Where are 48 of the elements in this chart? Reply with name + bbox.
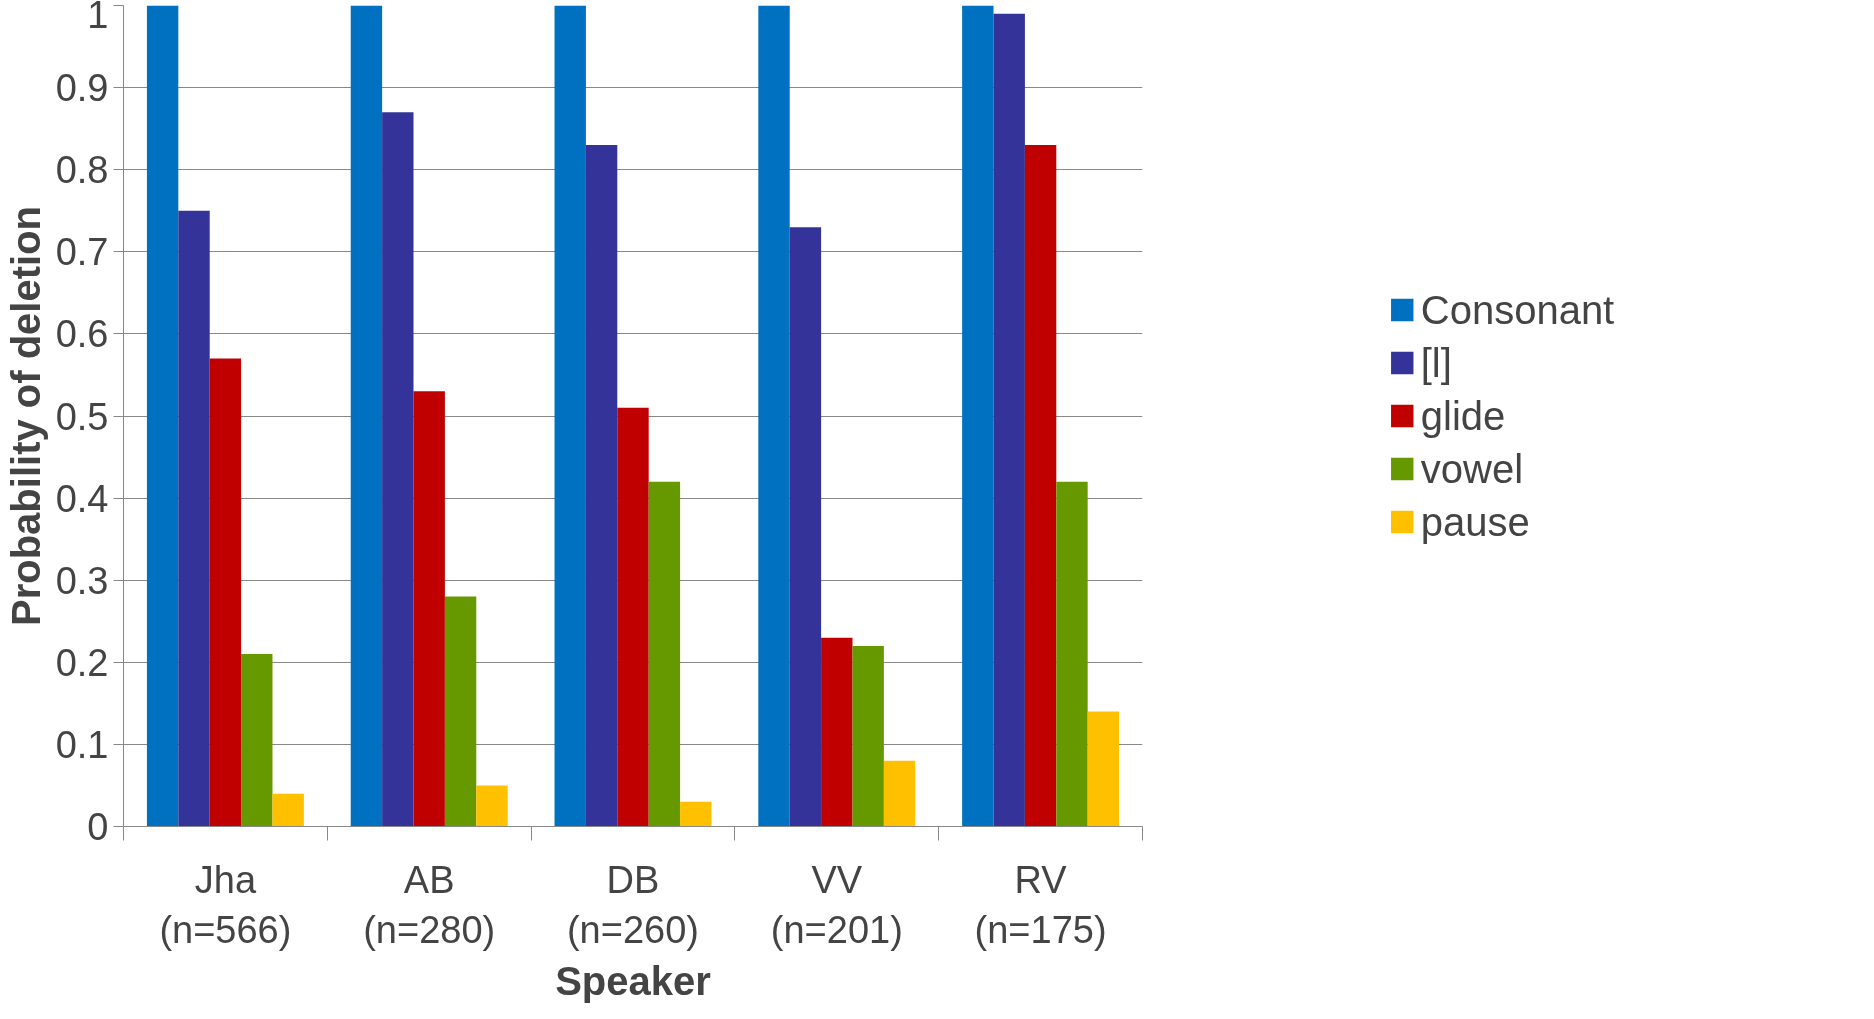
bar [241,654,273,827]
bar [617,407,649,827]
bar [476,785,508,827]
bar [680,801,712,827]
x-axis-title: Speaker [555,958,711,1003]
bar [382,112,414,827]
legend-label: [l] [1420,340,1452,385]
bar [1087,711,1120,827]
bar [554,5,586,827]
x-tick-label: AB (n=280) [363,858,496,951]
bar [993,13,1025,827]
x-tick-label: RV (n=175) [974,858,1107,951]
legend-label: vowel [1420,446,1524,491]
legend-label: glide [1420,393,1506,438]
x-tick-label: VV (n=201) [770,858,903,951]
y-tick-label: 0.7 [55,231,109,274]
y-tick-label: 0.8 [55,149,109,192]
bar [1056,481,1088,827]
y-tick-label: 0 [87,806,109,848]
legend-label: Consonant [1420,287,1615,332]
bar [962,5,994,827]
bar [758,5,790,827]
bar [789,227,822,827]
y-tick-label: 1 [87,0,109,36]
y-tick-label: 0.4 [55,477,109,520]
bar [1024,145,1057,827]
bar [648,481,681,827]
y-tick-label: 0.3 [55,559,109,602]
y-tick-label: 0.5 [55,395,109,438]
y-tick-label: 0.2 [55,641,109,684]
bar [272,793,304,827]
x-tick-label: DB (n=260) [566,858,700,951]
legend-label: pause [1420,499,1530,544]
bar [350,5,383,827]
bar [413,391,445,827]
y-tick-label: 0.9 [55,67,109,110]
bar [178,210,210,827]
bar [146,5,179,827]
x-tick-label: Jha (n=566) [159,858,292,951]
y-axis-title: Probability of deletion [3,205,48,627]
bar [444,596,477,827]
y-tick-label: 0.1 [55,723,109,766]
y-tick-label: 0.6 [55,313,109,356]
bar [883,760,916,827]
bar [852,645,884,827]
bar [585,145,618,827]
bar [209,358,242,827]
bar [821,637,853,827]
